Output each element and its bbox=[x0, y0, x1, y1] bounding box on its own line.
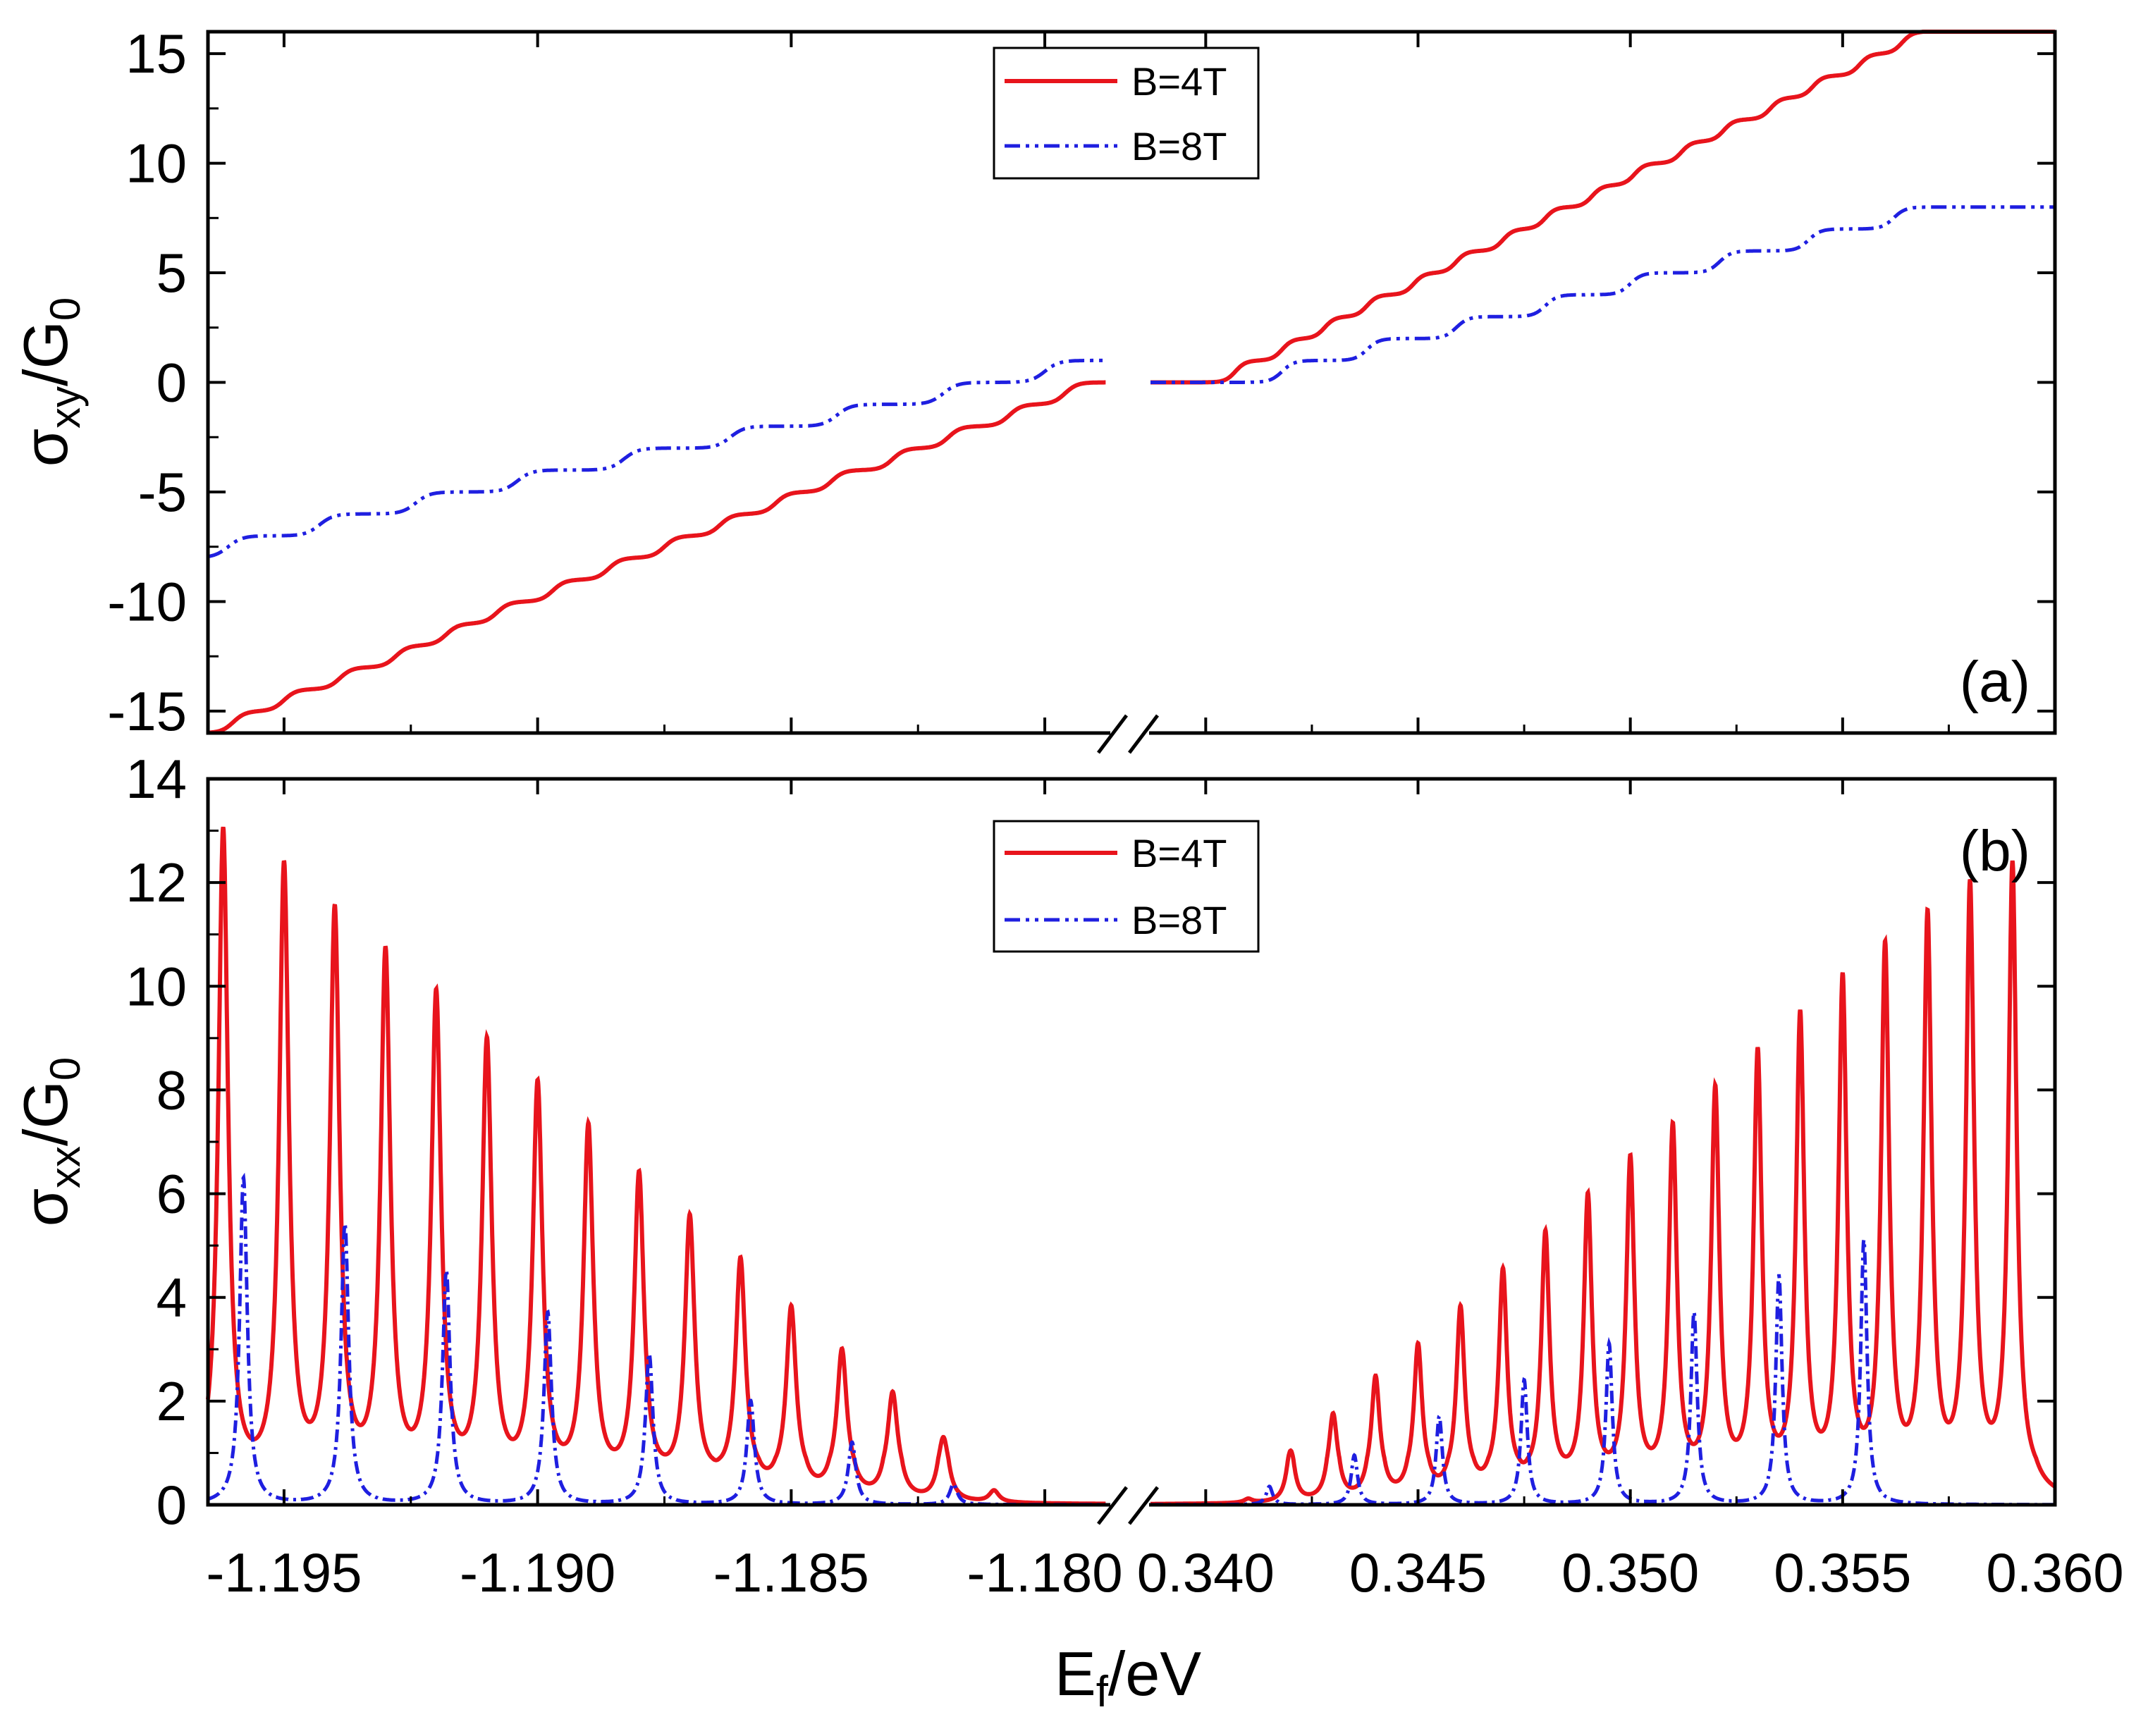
panel-a-ytick-label: -5 bbox=[138, 461, 187, 523]
axis-break-slash-b-1 bbox=[1097, 1486, 1128, 1525]
panel-b-legend: B=4T B=8T bbox=[993, 820, 1260, 953]
x-axis-label: Ef/eV bbox=[1055, 1639, 1201, 1716]
panel-b-y-axis-label: σxx/G0 bbox=[11, 1057, 89, 1227]
panel-a-y-axis-label: σxy/G0 bbox=[11, 297, 89, 467]
panel-a-legend-text-b8: B=8T bbox=[1131, 124, 1227, 168]
panel-a-ytick-label: -15 bbox=[107, 680, 187, 742]
x-tick-label-left: -1.195 bbox=[206, 1541, 362, 1603]
panel-b-ytick-label: 6 bbox=[157, 1163, 187, 1225]
panel-b-label: (b) bbox=[1960, 819, 2030, 883]
x-tick-label-right: 0.345 bbox=[1349, 1541, 1487, 1603]
panel-b-legend-text-b8: B=8T bbox=[1131, 898, 1227, 942]
panel-a-ytick-label: 5 bbox=[157, 242, 187, 304]
x-tick-label-right: 0.340 bbox=[1137, 1541, 1275, 1603]
x-tick-label-left: -1.180 bbox=[966, 1541, 1122, 1603]
panel-a-ytick-label: 10 bbox=[125, 133, 187, 195]
panel-a-ticks: 15 10 5 0 -5 -10 -15 bbox=[107, 23, 2056, 742]
panel-b-ytick-label: 12 bbox=[125, 851, 187, 913]
panel-b-ytick-label: 10 bbox=[125, 955, 187, 1017]
axis-break-slash-b-2 bbox=[1128, 1486, 1159, 1525]
panel-b-line-b4-left bbox=[206, 826, 1106, 1506]
panel-a-ytick-label: 15 bbox=[125, 23, 187, 85]
x-tick-label-left: -1.190 bbox=[460, 1541, 615, 1603]
panel-a-legend: B=4T B=8T bbox=[993, 47, 1260, 180]
panel-b-ytick-label: 14 bbox=[125, 748, 187, 810]
panel-a-line-b8-left bbox=[207, 358, 1106, 559]
axis-break-marks bbox=[1097, 714, 1159, 1525]
panel-b-ytick-label: 4 bbox=[157, 1267, 187, 1329]
x-tick-label-right: 0.350 bbox=[1561, 1541, 1699, 1603]
panel-b-line-b4-right bbox=[1150, 860, 2056, 1506]
panel-a-label: (a) bbox=[1960, 650, 2030, 714]
panel-b-legend-text-b4: B=4T bbox=[1131, 831, 1227, 875]
panel-b-line-b8-left bbox=[207, 1172, 1106, 1507]
panel-a-series bbox=[207, 30, 2055, 735]
panel-a-sigma-xy: 15 10 5 0 -5 -10 -15 σxy/G0 (a) B=4T B=8T bbox=[11, 23, 2057, 742]
panel-a-legend-text-b4: B=4T bbox=[1131, 59, 1227, 104]
panel-b-ytick-label: 0 bbox=[157, 1474, 187, 1536]
x-tick-label-right: 0.360 bbox=[1986, 1541, 2123, 1603]
panel-a-legend-box bbox=[993, 47, 1260, 180]
axis-break-slash-a-1 bbox=[1097, 714, 1128, 754]
x-tick-label-right: 0.355 bbox=[1774, 1541, 1911, 1603]
panel-a-ytick-label: 0 bbox=[157, 352, 187, 414]
axis-break-slash-a-2 bbox=[1128, 714, 1159, 754]
panel-b-ytick-label: 8 bbox=[157, 1059, 187, 1121]
panel-a-line-b4-right bbox=[1150, 30, 2055, 385]
panel-b-sigma-xx: 14 12 10 8 6 4 2 0 σxx/G0 (b) B=4T B=8T bbox=[11, 748, 2057, 1536]
panel-a-ytick-label: -10 bbox=[107, 570, 187, 632]
panel-b-ticks: 14 12 10 8 6 4 2 0 bbox=[125, 748, 2056, 1536]
x-tick-labels: -1.195 -1.190 -1.185 -1.180 0.340 0.345 0.350 0… bbox=[206, 1541, 2123, 1603]
panel-b-ytick-label: 2 bbox=[157, 1370, 187, 1432]
x-tick-label-left: -1.185 bbox=[713, 1541, 869, 1603]
panel-a-line-b8-right bbox=[1150, 205, 2055, 384]
panel-b-legend-box bbox=[993, 820, 1260, 953]
panel-a-line-b4-left bbox=[208, 380, 1106, 735]
